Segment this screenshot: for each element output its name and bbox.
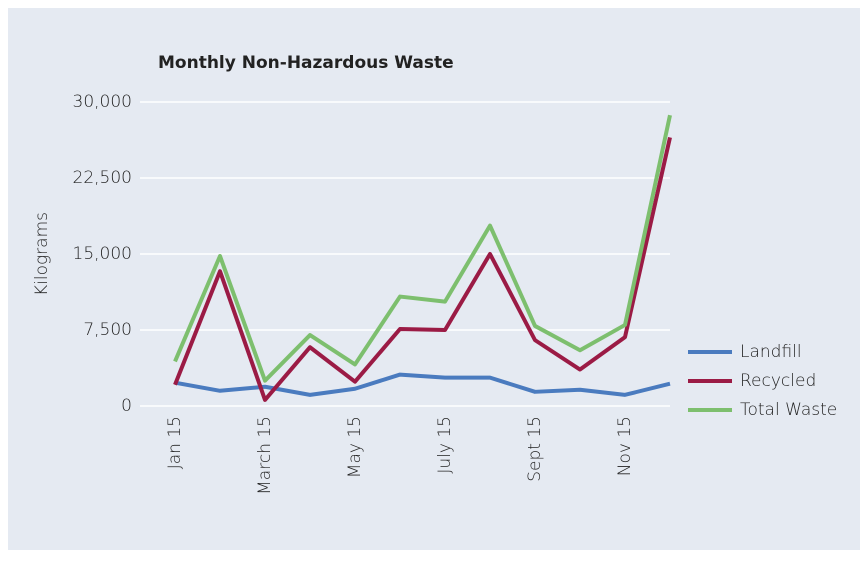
y-axis-label: Kilograms	[32, 212, 52, 296]
series-line	[173, 137, 672, 402]
x-tick-label: Jan 15	[165, 416, 185, 469]
series-line	[174, 372, 671, 397]
x-tick-label: Sept 15	[525, 416, 545, 482]
y-tick-label: 7,500	[83, 320, 132, 340]
legend-label: Total Waste	[740, 400, 837, 420]
x-tick-label: July 15	[435, 416, 455, 474]
background	[8, 8, 860, 550]
series-line	[173, 114, 672, 383]
y-tick-label: 0	[121, 396, 132, 416]
x-tick-label: March 15	[255, 416, 275, 495]
y-tick-label: 22,500	[73, 168, 132, 188]
x-tick-label: May 15	[345, 416, 365, 478]
y-tick-label: 15,000	[73, 244, 132, 264]
legend-label: Landfill	[740, 342, 802, 362]
legend-label: Recycled	[740, 371, 816, 391]
y-tick-label: 30,000	[73, 92, 132, 112]
x-tick-label: Nov 15	[615, 416, 635, 476]
chart-title: Monthly Non-Hazardous Waste	[158, 53, 454, 73]
